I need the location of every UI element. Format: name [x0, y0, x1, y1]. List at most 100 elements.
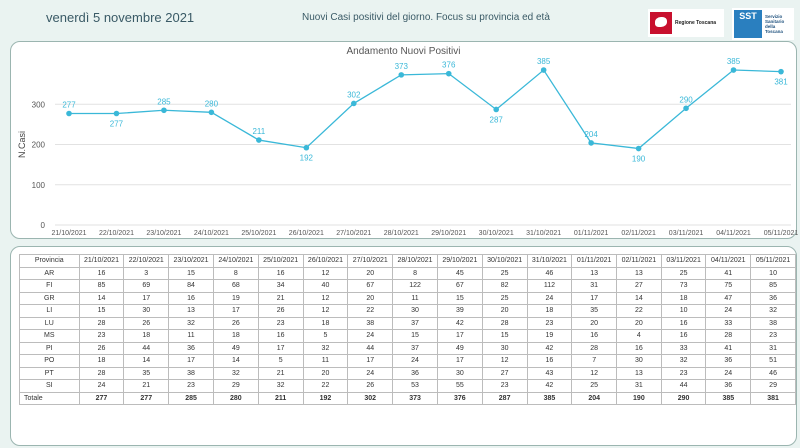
- table-cell: 19: [526, 329, 573, 343]
- table-cell: 67: [436, 279, 483, 293]
- table-cell: 16: [660, 329, 707, 343]
- table-cell: 20: [347, 266, 394, 280]
- table-header-date: 03/11/2021: [660, 254, 707, 268]
- table-cell: 31: [750, 341, 796, 355]
- data-point: [303, 144, 310, 151]
- table-cell: 36: [750, 291, 796, 305]
- table-cell: 15: [168, 266, 214, 280]
- table-cell: 15: [481, 329, 528, 343]
- table-cell: 19: [212, 291, 259, 305]
- data-label: 381: [774, 78, 788, 87]
- table-cell: 3: [123, 266, 170, 280]
- table-cell: 17: [212, 304, 259, 318]
- table-cell: 55: [436, 379, 483, 393]
- pegasus-icon: [650, 12, 672, 34]
- table-cell: 16: [526, 354, 573, 368]
- table-cell: 13: [168, 304, 214, 318]
- table-cell: 17: [257, 341, 304, 355]
- province-name-cell: SI: [19, 379, 80, 393]
- province-table: Provincia 21/10/2021 22/10/2021 23/10/2021 2…: [19, 254, 796, 405]
- total-cell: 385: [526, 391, 573, 405]
- x-tick-label: 31/10/2021: [526, 230, 561, 237]
- table-cell: 20: [302, 366, 349, 380]
- table-cell: 4: [616, 329, 662, 343]
- table-cell: 85: [78, 279, 125, 293]
- table-row: GR 14 17 16 19 21 12 20 11 15 25 24 17 14 18 47 36: [19, 291, 796, 305]
- table-cell: 32: [168, 316, 214, 330]
- table-cell: 18: [526, 304, 573, 318]
- chart-panel: Andamento Nuovi Positivi 0 100 200 300 N.Cas…: [10, 41, 798, 239]
- table-cell: 17: [436, 329, 483, 343]
- table-row: PT 28 35 38 32 21 20 24 36 30 27 43 12 13 23 24 46: [19, 366, 796, 380]
- x-tick-label: 29/10/2021: [431, 230, 466, 237]
- table-cell: 32: [302, 341, 349, 355]
- table-cell: 23: [750, 329, 796, 343]
- y-tick-label: 100: [32, 181, 46, 190]
- x-tick-label: 21/10/2021: [51, 230, 86, 237]
- total-cell: 285: [168, 391, 214, 405]
- total-cell: 290: [660, 391, 707, 405]
- table-cell: 23: [168, 379, 214, 393]
- table-cell: 84: [168, 279, 214, 293]
- table-cell: 23: [481, 379, 528, 393]
- table-cell: 17: [436, 354, 483, 368]
- x-tick-label: 25/10/2021: [241, 230, 276, 237]
- table-row: MS 23 18 11 18 16 5 24 15 17 15 19 16 4 16 28 23: [19, 329, 796, 343]
- sst-logo-mark: SST: [734, 10, 762, 38]
- table-header-date: 30/10/2021: [481, 254, 528, 268]
- table-cell: 42: [526, 379, 573, 393]
- table-cell: 17: [168, 354, 214, 368]
- table-header-date: 23/10/2021: [168, 254, 214, 268]
- sst-logo: SST Servizio Sanitario della Toscana: [732, 8, 794, 40]
- table-cell: 38: [347, 316, 394, 330]
- data-point: [635, 145, 642, 152]
- province-name-cell: AR: [19, 266, 80, 280]
- table-cell: 18: [212, 329, 259, 343]
- table-cell: 69: [123, 279, 170, 293]
- table-cell: 17: [347, 354, 394, 368]
- table-cell: 46: [526, 266, 573, 280]
- table-cell: 44: [660, 379, 707, 393]
- table-cell: 23: [660, 366, 707, 380]
- x-tick-label: 04/11/2021: [716, 230, 751, 237]
- province-name-cell: MS: [19, 329, 80, 343]
- table-cell: 20: [481, 304, 528, 318]
- table-cell: 32: [660, 354, 707, 368]
- province-name-cell: GR: [19, 291, 80, 305]
- table-header-row: Provincia 21/10/2021 22/10/2021 23/10/2021 2…: [19, 254, 796, 268]
- report-date: venerdì 5 novembre 2021: [46, 10, 195, 25]
- province-name-cell: PI: [19, 341, 80, 355]
- table-header-date: 26/10/2021: [302, 254, 349, 268]
- table-cell: 12: [302, 291, 349, 305]
- table-cell: 67: [347, 279, 394, 293]
- table-cell: 20: [616, 316, 662, 330]
- table-cell: 32: [257, 379, 304, 393]
- table-cell: 16: [571, 329, 618, 343]
- table-cell: 35: [571, 304, 618, 318]
- table-cell: 7: [571, 354, 618, 368]
- table-cell: 24: [705, 366, 752, 380]
- table-cell: 26: [123, 316, 170, 330]
- table-cell: 24: [705, 304, 752, 318]
- province-name-cell: FI: [19, 279, 80, 293]
- total-cell: 302: [347, 391, 394, 405]
- table-row: AR 16 3 15 8 16 12 20 8 45 25 46 13 13 25 41 10: [19, 266, 796, 280]
- table-cell: 28: [481, 316, 528, 330]
- data-point: [445, 70, 452, 77]
- table-cell: 16: [616, 341, 662, 355]
- table-row: FI 85 69 84 68 34 40 67 122 67 82 112 31 27 73 75 85: [19, 279, 796, 293]
- table-cell: 49: [212, 341, 259, 355]
- table-cell: 24: [347, 329, 394, 343]
- province-name-cell: LU: [19, 316, 80, 330]
- table-cell: 32: [212, 366, 259, 380]
- table-cell: 82: [481, 279, 528, 293]
- total-cell: 381: [750, 391, 796, 405]
- total-cell: 204: [571, 391, 618, 405]
- table-cell: 8: [212, 266, 259, 280]
- total-cell: 190: [616, 391, 662, 405]
- table-cell: 28: [78, 316, 125, 330]
- table-cell: 43: [526, 366, 573, 380]
- table-cell: 14: [616, 291, 662, 305]
- table-cell: 47: [705, 291, 752, 305]
- table-header-date: 25/10/2021: [257, 254, 304, 268]
